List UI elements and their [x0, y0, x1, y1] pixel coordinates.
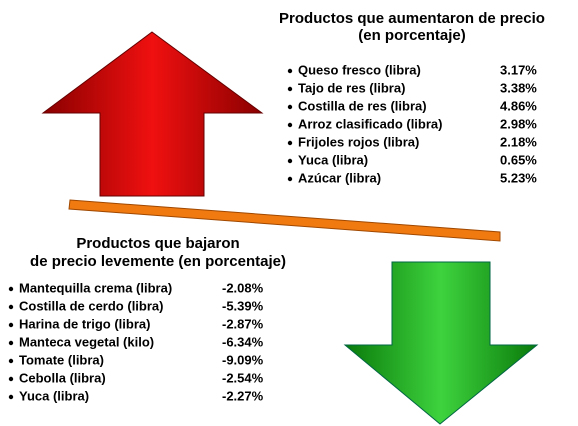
item-name: Tajo de res (libra) — [298, 80, 405, 95]
item-name: Azúcar (libra) — [298, 170, 381, 185]
item-value: -9.09% — [222, 352, 264, 367]
bullet — [8, 358, 14, 364]
item-name: Harina de trigo (libra) — [19, 316, 150, 331]
bullet — [287, 122, 293, 128]
item-value: -2.87% — [222, 316, 264, 331]
decrease-title: de precio levemente (en porcentaje) — [30, 253, 286, 270]
item-name: Mantequilla crema (libra) — [19, 280, 172, 295]
item-name: Cebolla (libra) — [19, 370, 106, 385]
increase-title: Productos que aumentaron de precio — [279, 10, 545, 27]
item-value: 3.17% — [500, 62, 537, 77]
item-value: -6.34% — [222, 334, 264, 349]
decrease-title: Productos que bajaron — [76, 235, 239, 252]
item-value: -2.54% — [222, 370, 264, 385]
item-value: 5.23% — [500, 170, 537, 185]
item-value: -2.08% — [222, 280, 264, 295]
bullet — [8, 304, 14, 310]
bullet — [8, 286, 14, 292]
bullet — [8, 322, 14, 328]
item-name: Costilla de res (libra) — [298, 98, 427, 113]
item-value: 4.86% — [500, 98, 537, 113]
bullet — [8, 394, 14, 400]
bullet — [8, 340, 14, 346]
item-name: Queso fresco (libra) — [298, 62, 421, 77]
item-value: 2.98% — [500, 116, 537, 131]
bullet — [287, 140, 293, 146]
item-value: -2.27% — [222, 388, 264, 403]
up-arrow — [41, 31, 264, 197]
item-name: Yuca (libra) — [298, 152, 368, 167]
down-arrow — [343, 261, 539, 425]
bullet — [287, 176, 293, 182]
balance-bar — [68, 199, 501, 242]
bullet — [287, 104, 293, 110]
item-name: Frijoles rojos (libra) — [298, 134, 419, 149]
item-value: 2.18% — [500, 134, 537, 149]
item-name: Manteca vegetal (kilo) — [19, 334, 154, 349]
item-name: Yuca (libra) — [19, 388, 89, 403]
item-name: Costilla de cerdo (libra) — [19, 298, 163, 313]
item-value: -5.39% — [222, 298, 264, 313]
item-name: Tomate (libra) — [19, 352, 104, 367]
item-name: Arroz clasificado (libra) — [298, 116, 442, 131]
bullet — [287, 86, 293, 92]
bullet — [287, 68, 293, 74]
bullet — [287, 158, 293, 164]
bullet — [8, 376, 14, 382]
increase-title: (en porcentaje) — [358, 27, 466, 44]
item-value: 3.38% — [500, 80, 537, 95]
item-value: 0.65% — [500, 152, 537, 167]
